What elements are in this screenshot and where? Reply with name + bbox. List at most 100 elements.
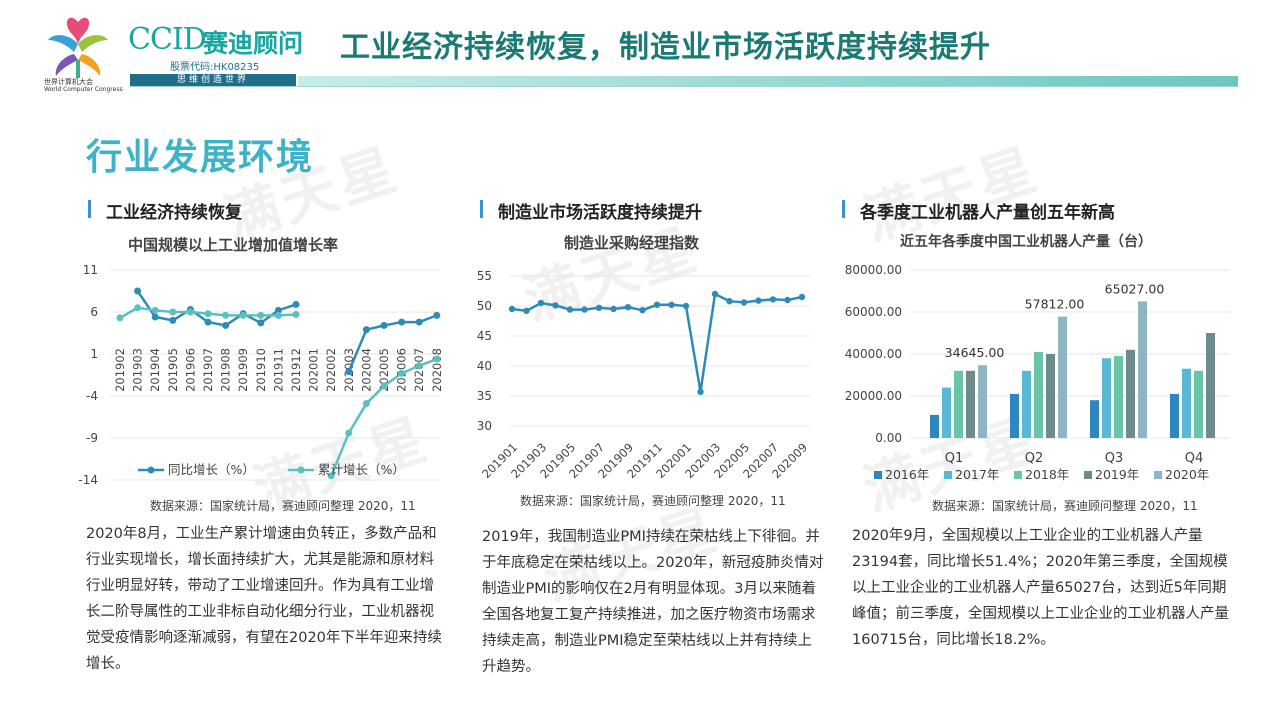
legend-label: 2020年 xyxy=(1165,467,1209,482)
panel3-source: 数据来源：国家统计局，赛迪顾问整理 2020，11 xyxy=(932,499,1198,513)
panel3-text: 2020年9月，全国规模以上工业企业的工业机器人产量23194套，同比增长51.… xyxy=(852,528,1229,648)
x-tick-label: Q3 xyxy=(1105,451,1124,466)
x-tick-label: 201912 xyxy=(289,348,303,392)
x-tick-label: 201910 xyxy=(254,348,268,392)
y-tick-label: -14 xyxy=(78,473,98,487)
data-point xyxy=(552,302,559,309)
data-point xyxy=(415,318,423,326)
data-point xyxy=(755,297,762,304)
data-point xyxy=(668,301,675,308)
bar xyxy=(1090,400,1099,438)
legend-swatch xyxy=(1084,471,1092,479)
data-point xyxy=(134,304,142,312)
data-point xyxy=(222,321,230,329)
data-point xyxy=(798,293,806,301)
brand-en: CCID xyxy=(128,22,207,57)
header-divider-thin xyxy=(130,86,1238,87)
legend-swatch xyxy=(1014,471,1022,479)
bar xyxy=(1102,358,1111,438)
section-title: 行业发展环境 xyxy=(86,137,315,178)
subtitle-marker xyxy=(842,200,845,218)
bar xyxy=(1058,316,1067,438)
data-point xyxy=(186,308,194,316)
y-tick-label: -4 xyxy=(86,389,98,403)
data-point xyxy=(726,298,733,305)
data-point xyxy=(624,304,632,311)
bar xyxy=(954,370,963,438)
data-point xyxy=(274,311,282,319)
legend-label: 累计增长（%） xyxy=(318,462,405,477)
data-point xyxy=(508,305,516,313)
ccid-logo xyxy=(48,17,108,78)
legend-swatch xyxy=(874,471,882,479)
data-point xyxy=(345,368,353,376)
panel2-source: 数据来源：国家统计局，赛迪顾问整理 2020，11 xyxy=(520,494,786,508)
bar xyxy=(1206,333,1215,438)
y-tick-label: 35 xyxy=(477,389,492,403)
x-tick-label: 201906 xyxy=(183,348,197,392)
data-label: 57812.00 xyxy=(1025,297,1085,312)
legend-label: 2017年 xyxy=(955,467,999,482)
x-tick-label: 201909 xyxy=(236,348,250,392)
panel2-text: 2019年，我国制造业PMI持续在荣枯线上下徘徊。并于年底稳定在荣枯线以上。20… xyxy=(482,529,824,675)
bar xyxy=(1022,370,1031,438)
slogan-bar: 思维创造世界 xyxy=(130,74,296,86)
x-tick-label: 201902 xyxy=(113,348,127,392)
panel1-subtitle: 工业经济持续恢复 xyxy=(106,203,242,223)
data-point xyxy=(169,308,177,316)
legend-label: 同比增长（%） xyxy=(168,462,255,477)
data-point xyxy=(222,311,230,319)
data-point xyxy=(566,306,574,313)
data-point xyxy=(639,307,646,314)
data-point xyxy=(362,326,370,334)
data-point xyxy=(257,311,265,319)
data-point xyxy=(380,321,388,329)
x-tick-label: 201911 xyxy=(271,348,285,392)
legend-label: 2018年 xyxy=(1025,467,1069,482)
panel2-subtitle: 制造业市场活跃度持续提升 xyxy=(498,203,702,223)
data-point xyxy=(239,311,247,319)
brand-cn: 赛迪顾问 xyxy=(203,29,304,58)
data-point xyxy=(274,306,282,314)
y-tick-label: 0.00 xyxy=(875,431,902,445)
logo-caption: 世界计算机大会 World Computer Congress xyxy=(44,78,123,93)
data-point xyxy=(398,318,406,326)
bar xyxy=(1010,393,1019,438)
legend-marker xyxy=(147,466,155,474)
x-tick-label: 201907 xyxy=(201,348,215,392)
x-tick-label: 202005 xyxy=(377,348,391,392)
header-divider xyxy=(298,76,1238,86)
data-point xyxy=(204,310,212,318)
subtitle-marker xyxy=(480,200,483,218)
bar xyxy=(930,414,939,438)
data-point xyxy=(169,316,177,324)
x-tick-label: 202008 xyxy=(430,348,444,392)
x-tick-label: 201903 xyxy=(131,348,145,392)
y-tick-label: 1 xyxy=(90,347,98,361)
data-label: 34645.00 xyxy=(945,345,1005,360)
y-tick-label: 30 xyxy=(477,419,492,433)
data-point xyxy=(523,307,530,314)
data-point xyxy=(292,300,300,308)
data-point xyxy=(682,302,690,310)
data-point xyxy=(537,299,545,307)
data-point xyxy=(784,296,791,304)
x-tick-label: 202001 xyxy=(307,348,321,392)
x-tick-label: Q1 xyxy=(945,451,964,466)
data-point xyxy=(415,362,423,370)
data-point xyxy=(134,287,142,295)
y-tick-label: 6 xyxy=(90,305,98,319)
subtitle-marker xyxy=(88,200,91,218)
panel1-chart-title: 中国规模以上工业增加值增长率 xyxy=(128,236,339,254)
x-tick-label: Q2 xyxy=(1025,451,1044,466)
data-point xyxy=(595,304,603,311)
y-tick-label: 80000.00 xyxy=(845,263,902,277)
legend-swatch xyxy=(944,471,952,479)
data-point xyxy=(740,299,748,306)
data-point xyxy=(345,429,353,437)
y-tick-label: 40000.00 xyxy=(845,347,902,361)
bar xyxy=(1034,351,1043,438)
panel1-source: 数据来源：国家统计局，赛迪顾问整理 2020，11 xyxy=(150,499,416,513)
x-tick-label: 201904 xyxy=(148,348,162,392)
